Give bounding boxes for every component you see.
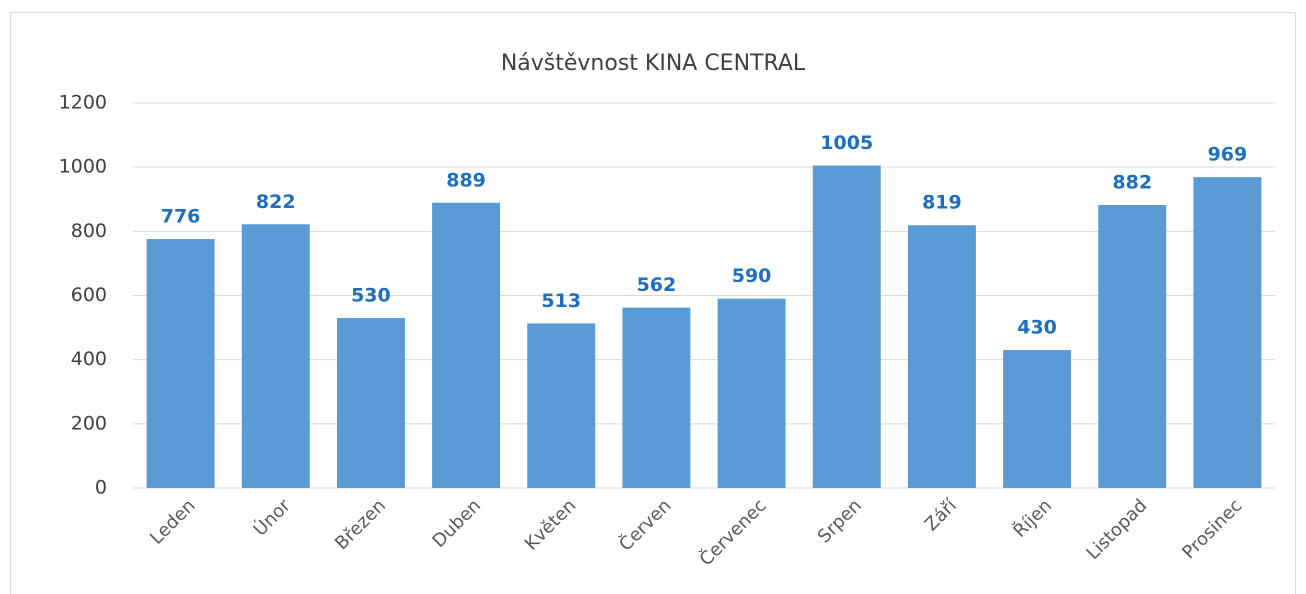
bar xyxy=(241,224,310,488)
bar xyxy=(336,317,405,488)
bar xyxy=(907,225,976,489)
data-label: 822 xyxy=(256,191,296,213)
data-label: 590 xyxy=(732,265,772,287)
data-label: 776 xyxy=(161,206,201,228)
x-tick-label: Srpen xyxy=(814,495,866,547)
y-tick-label: 800 xyxy=(71,220,107,242)
bar xyxy=(1003,350,1072,488)
data-label: 430 xyxy=(1017,317,1057,339)
bar xyxy=(812,165,881,488)
bar xyxy=(146,239,215,488)
y-tick-label: 400 xyxy=(71,348,107,370)
y-tick-label: 200 xyxy=(71,412,107,434)
x-tick-label: Červenec xyxy=(695,495,771,571)
chart-title: Návštěvnost KINA CENTRAL xyxy=(501,51,806,76)
y-tick-label: 1000 xyxy=(59,156,107,178)
bar xyxy=(1193,177,1262,489)
bar xyxy=(432,202,501,488)
data-label: 882 xyxy=(1112,172,1152,194)
x-tick-label: Prosinec xyxy=(1178,495,1246,563)
y-tick-label: 1200 xyxy=(59,92,107,114)
y-tick-label: 600 xyxy=(71,284,107,306)
x-tick-label: Září xyxy=(921,495,962,536)
x-tick-label: Leden xyxy=(146,495,200,549)
x-tick-label: Únor xyxy=(249,494,295,540)
bar xyxy=(717,298,786,488)
data-label: 513 xyxy=(541,290,581,312)
data-label: 969 xyxy=(1208,144,1248,166)
x-tick-label: Květen xyxy=(521,495,580,554)
bar xyxy=(622,307,691,488)
bar xyxy=(1098,205,1167,488)
data-label: 562 xyxy=(637,274,677,296)
x-tick-label: Listopad xyxy=(1082,495,1151,564)
chart-frame xyxy=(10,12,1296,594)
bar xyxy=(527,323,596,488)
data-label: 889 xyxy=(446,169,486,191)
x-tick-label: Červen xyxy=(615,495,676,556)
data-label: 819 xyxy=(922,192,962,214)
x-tick-label: Říjen xyxy=(1009,495,1056,542)
data-label: 1005 xyxy=(820,132,873,154)
x-tick-label: Březen xyxy=(331,495,390,554)
y-tick-label: 0 xyxy=(95,477,107,499)
x-tick-label: Duben xyxy=(428,495,485,552)
data-label: 530 xyxy=(351,284,391,306)
